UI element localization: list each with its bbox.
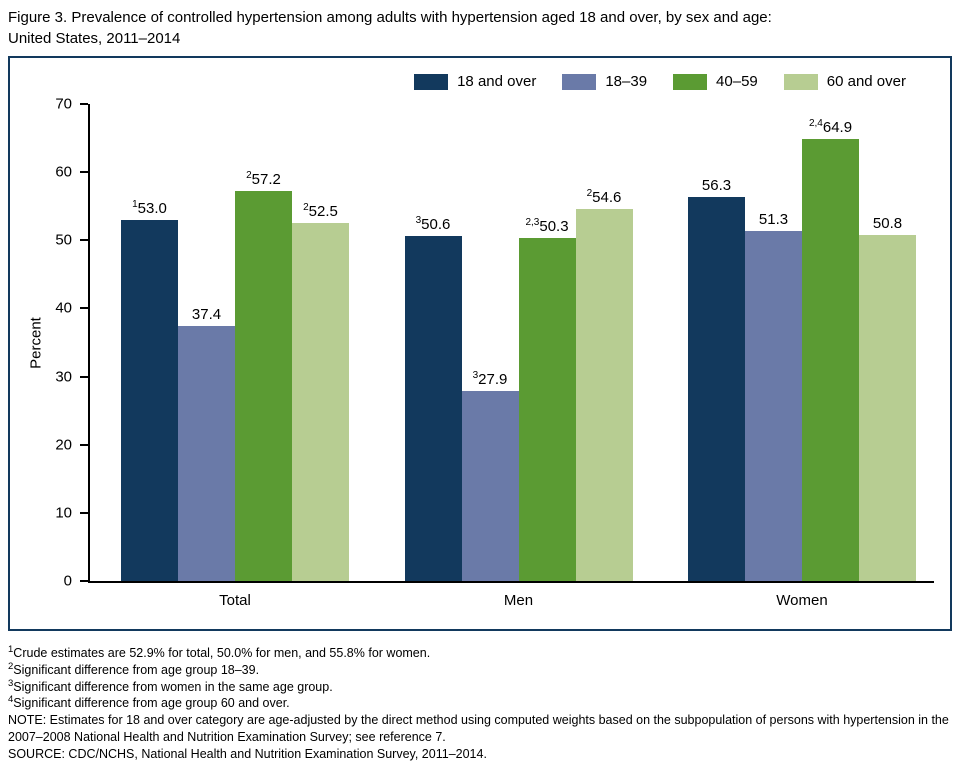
bar-men-18-39: 327.9 (462, 391, 519, 581)
legend-item-40-59: 40–59 (673, 73, 758, 90)
footnotes: 1Crude estimates are 52.9% for total, 50… (8, 645, 950, 762)
legend-label: 18 and over (457, 73, 536, 90)
bar-value-label: 257.2 (246, 171, 281, 188)
y-tick-mark (80, 103, 88, 105)
bar-value-label: 153.0 (132, 200, 167, 217)
footnote-line: 3Significant difference from women in th… (8, 679, 950, 696)
legend-item-18-39: 18–39 (562, 73, 647, 90)
bar-value-label: 51.3 (759, 211, 788, 228)
y-tick-mark (80, 376, 88, 378)
bar-value-label: 252.5 (303, 203, 338, 220)
legend-swatch-18-39 (562, 74, 596, 90)
y-tick-label: 50 (32, 232, 72, 249)
legend-item-60-and-over: 60 and over (784, 73, 906, 90)
bar-women-60-and-over: 50.8 (859, 235, 916, 581)
chart-frame: 18 and over 18–39 40–59 60 and over Percent… (8, 56, 952, 631)
bar-men-40-59: 2,350.3 (519, 238, 576, 581)
bar-value-label: 2,350.3 (525, 218, 568, 235)
y-tick-mark (80, 171, 88, 173)
bar-men-60-and-over: 254.6 (576, 209, 633, 581)
legend-label: 40–59 (716, 73, 758, 90)
y-tick-label: 30 (32, 368, 72, 385)
x-category-label-women: Women (688, 592, 916, 609)
bar-women-40-59: 2,464.9 (802, 139, 859, 581)
footnote-line: NOTE: Estimates for 18 and over category… (8, 712, 950, 746)
x-category-label-men: Men (405, 592, 633, 609)
y-tick-label: 10 (32, 504, 72, 521)
legend-label: 18–39 (605, 73, 647, 90)
y-axis-title: Percent (28, 317, 45, 369)
bar-total-40-59: 257.2 (235, 191, 292, 581)
bar-total-60-and-over: 252.5 (292, 223, 349, 581)
y-tick-label: 40 (32, 300, 72, 317)
footnote-line: 4Significant difference from age group 6… (8, 695, 950, 712)
bar-value-label: 37.4 (192, 306, 221, 323)
bar-total-18-39: 37.4 (178, 326, 235, 581)
bar-value-label: 56.3 (702, 177, 731, 194)
figure-title: Figure 3. Prevalence of controlled hyper… (0, 0, 960, 53)
footnote-line: SOURCE: CDC/NCHS, National Health and Nu… (8, 746, 950, 762)
bar-women-18-and-over: 56.3 (688, 197, 745, 581)
legend-label: 60 and over (827, 73, 906, 90)
legend-swatch-40-59 (673, 74, 707, 90)
bar-value-label: 2,464.9 (809, 119, 852, 136)
bar-men-18-and-over: 350.6 (405, 236, 462, 581)
legend-item-18-and-over: 18 and over (414, 73, 536, 90)
y-tick-mark (80, 307, 88, 309)
bar-value-label: 327.9 (473, 371, 508, 388)
bar-value-label: 350.6 (416, 216, 451, 233)
legend-swatch-18-and-over (414, 74, 448, 90)
x-category-label-total: Total (121, 592, 349, 609)
chart-legend: 18 and over 18–39 40–59 60 and over (414, 73, 906, 90)
footnote-line: 2Significant difference from age group 1… (8, 662, 950, 679)
bar-women-18-39: 51.3 (745, 231, 802, 581)
y-tick-label: 20 (32, 436, 72, 453)
figure-title-line1: Figure 3. Prevalence of controlled hyper… (8, 9, 772, 26)
legend-swatch-60-and-over (784, 74, 818, 90)
y-tick-label: 60 (32, 164, 72, 181)
bar-value-label: 50.8 (873, 215, 902, 232)
footnote-line: 1Crude estimates are 52.9% for total, 50… (8, 645, 950, 662)
y-tick-mark (80, 512, 88, 514)
y-tick-label: 0 (32, 573, 72, 590)
y-tick-mark (80, 239, 88, 241)
bar-total-18-and-over: 153.0 (121, 220, 178, 581)
y-tick-mark (80, 444, 88, 446)
bar-value-label: 254.6 (587, 189, 622, 206)
y-tick-mark (80, 580, 88, 582)
figure-title-line2: United States, 2011–2014 (8, 30, 180, 47)
y-tick-label: 70 (32, 96, 72, 113)
